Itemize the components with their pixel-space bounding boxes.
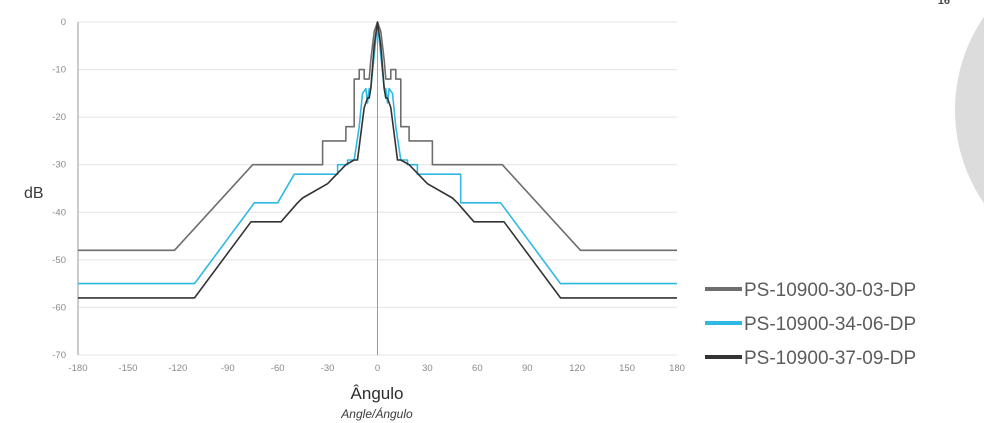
y-tick-label: -10	[52, 65, 66, 76]
x-axis-sublabel: Angle/Ángulo	[340, 406, 413, 421]
x-tick-label: -90	[221, 363, 235, 374]
legend-label-3: PS-10900-37-09-DP	[744, 348, 916, 369]
x-tick-label: 120	[569, 363, 585, 374]
x-tick-label: 180	[669, 363, 685, 374]
x-tick-label: -150	[118, 363, 137, 374]
x-axis-label: Ângulo	[351, 384, 404, 403]
x-tick-label: -180	[68, 363, 87, 374]
y-axis-label: dB	[24, 185, 44, 202]
x-tick-label: 90	[522, 363, 533, 374]
y-tick-label: -70	[52, 350, 66, 361]
x-tick-label: 60	[472, 363, 483, 374]
x-tick-label: -30	[321, 363, 335, 374]
decorative-circle	[955, 16, 984, 204]
x-tick-label: 30	[422, 363, 433, 374]
y-tick-labels: 0 -10 -20 -30 -40 -50 -60 -70	[52, 17, 66, 361]
legend-label-2: PS-10900-34-06-DP	[744, 314, 916, 335]
x-tick-label: -60	[271, 363, 285, 374]
y-tick-label: -20	[52, 112, 66, 123]
y-tick-label: -40	[52, 207, 66, 218]
legend: PS-10900-30-03-DP PS-10900-34-06-DP PS-109…	[705, 280, 916, 369]
y-tick-label: -50	[52, 255, 66, 266]
y-tick-label: 0	[61, 17, 66, 28]
x-tick-labels: -180 -150 -120 -90 -60 -30 0 30 60 90 120 150 180	[68, 363, 684, 374]
series-line-3	[78, 21, 677, 299]
legend-label-1: PS-10900-30-03-DP	[744, 280, 916, 301]
x-tick-label: -120	[168, 363, 187, 374]
x-tick-label: 0	[375, 363, 380, 374]
series-lines	[78, 21, 677, 299]
corner-tag: 16	[938, 0, 950, 7]
x-tick-label: 150	[619, 363, 635, 374]
y-tick-label: -60	[52, 302, 66, 313]
y-tick-label: -30	[52, 160, 66, 171]
